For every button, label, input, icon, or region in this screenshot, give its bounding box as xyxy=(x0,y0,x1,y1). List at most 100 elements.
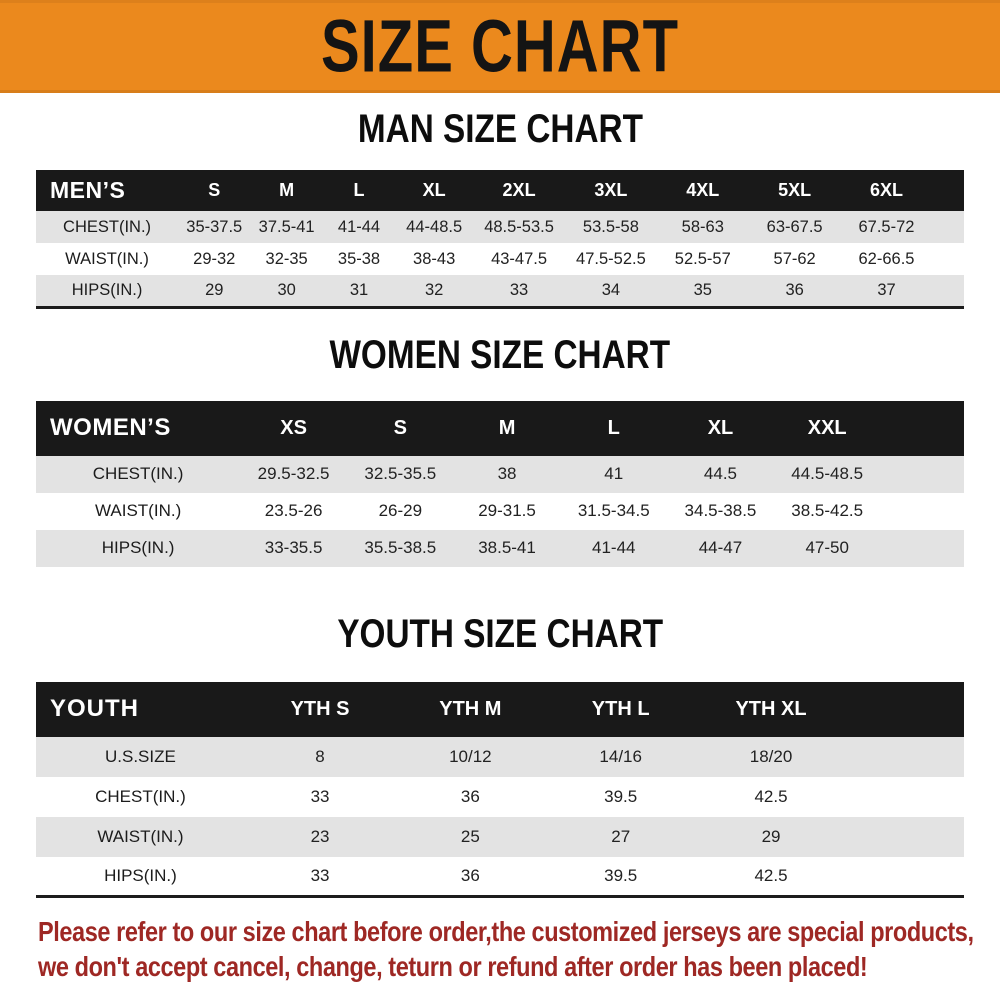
measurement-value: 38 xyxy=(497,464,517,483)
measurement-value: 41-44 xyxy=(592,538,636,557)
spacer-cell xyxy=(881,401,964,456)
measurement-value: 37 xyxy=(877,280,896,299)
measurement-value: 35-38 xyxy=(337,249,381,268)
spacer-cell xyxy=(846,737,964,777)
size-column-header: S xyxy=(393,416,407,439)
youth-size-section: YOUTH SIZE CHART YOUTH YTH S YTH M YTH L YTH… xyxy=(0,611,1000,898)
youth-size-title-text: YOUTH SIZE CHART xyxy=(337,610,663,656)
measurement-value: 38.5-42.5 xyxy=(791,501,864,520)
measurement-value: 36 xyxy=(785,280,804,299)
measurement-value: 10/12 xyxy=(449,746,492,766)
measurement-label: WAIST(IN.) xyxy=(65,249,149,268)
measurement-value: 18/20 xyxy=(749,746,793,766)
measurement-value: 29 xyxy=(205,280,224,299)
measurement-value: 33-35.5 xyxy=(264,538,323,557)
spacer-cell xyxy=(846,817,964,857)
measurement-value: 63-67.5 xyxy=(766,217,823,236)
spacer-cell xyxy=(846,682,964,737)
measurement-value: 44.5 xyxy=(703,464,738,483)
measurement-value: 33 xyxy=(310,865,330,885)
size-column-header: 3XL xyxy=(594,180,628,200)
measurement-value: 34.5-38.5 xyxy=(684,501,757,520)
measurement-value: 29-32 xyxy=(193,249,236,268)
size-header-row: WOMEN’S XS S M L XL XXL xyxy=(36,400,964,456)
measurement-value: 29 xyxy=(761,826,781,846)
note-line-1: Please refer to our size chart before or… xyxy=(38,916,974,947)
women-size-title: WOMEN SIZE CHART xyxy=(0,332,1000,377)
measurement-label: WAIST(IN.) xyxy=(97,826,184,846)
measurement-value: 41-44 xyxy=(337,217,381,236)
measurement-value: 53.5-58 xyxy=(582,217,639,236)
measurement-value: 57-62 xyxy=(773,249,816,268)
measurement-value: 31 xyxy=(349,280,369,299)
measurement-value: 67.5-72 xyxy=(858,217,915,236)
measurement-value: 29-31.5 xyxy=(478,501,536,520)
spacer-cell xyxy=(881,456,964,493)
measurement-row: CHEST(IN.) 29.5-32.5 32.5-35.5 38 41 44.5 44.5… xyxy=(36,455,964,493)
women-size-title-text: WOMEN SIZE CHART xyxy=(329,331,671,377)
women-size-section: WOMEN SIZE CHART WOMEN’S XS S M L XL XXL CHEST(… xyxy=(0,332,1000,567)
measurement-label: HIPS(IN.) xyxy=(104,865,177,885)
measurement-value: 42.5 xyxy=(754,786,788,806)
man-size-title-text: MAN SIZE CHART xyxy=(357,106,643,152)
measurement-row: HIPS(IN.) 29 30 31 32 33 34 35 36 37 xyxy=(36,275,964,307)
size-header-row: YOUTH YTH S YTH M YTH L YTH XL xyxy=(36,681,964,737)
measurement-value: 38-43 xyxy=(413,249,456,268)
measurement-value: 35.5-38.5 xyxy=(364,538,437,557)
size-column-header: YTH L xyxy=(591,697,650,720)
measurement-value: 41 xyxy=(604,464,624,483)
youth-size-table: YOUTH YTH S YTH M YTH L YTH XL U.S.SIZE 8 10/12… xyxy=(36,681,964,898)
measurement-value: 34 xyxy=(601,280,621,299)
order-note: Please refer to our size chart before or… xyxy=(38,914,1000,984)
spacer-cell xyxy=(881,493,964,530)
size-column-header: XL xyxy=(422,180,446,200)
man-size-table: MEN’S S M L XL 2XL 3XL 4XL 5XL 6XL CHEST(IN.) 35-37… xyxy=(36,170,964,309)
size-column-header: M xyxy=(498,416,516,439)
measurement-label: CHEST(IN.) xyxy=(92,464,184,483)
spacer-cell xyxy=(932,243,964,275)
size-chart-banner: SIZE CHART xyxy=(0,0,1000,93)
measurement-value: 29.5-32.5 xyxy=(257,464,330,483)
size-column-header: YTH S xyxy=(290,697,350,720)
measurement-label: U.S.SIZE xyxy=(105,746,176,766)
spacer-cell xyxy=(881,530,964,567)
measurement-value: 32-35 xyxy=(265,249,308,268)
measurement-value: 48.5-53.5 xyxy=(484,217,554,236)
measurement-value: 30 xyxy=(277,280,296,299)
measurement-value: 43-47.5 xyxy=(491,249,548,268)
measurement-value: 23 xyxy=(310,826,330,846)
measurement-value: 44-47 xyxy=(698,538,743,557)
table-group-label: YOUTH xyxy=(50,695,139,722)
measurement-value: 35-37.5 xyxy=(186,217,243,236)
size-column-header: 5XL xyxy=(778,180,812,200)
measurement-value: 14/16 xyxy=(599,746,642,766)
measurement-value: 44.5-48.5 xyxy=(791,464,864,483)
measurement-value: 47-50 xyxy=(805,538,849,557)
measurement-value: 36 xyxy=(460,786,480,806)
page-title: SIZE CHART xyxy=(321,4,679,89)
measurement-label: HIPS(IN.) xyxy=(71,280,143,299)
size-column-header: M xyxy=(279,180,295,200)
spacer-cell xyxy=(932,211,964,243)
measurement-value: 38.5-41 xyxy=(478,538,536,557)
measurement-value: 35 xyxy=(693,280,712,299)
size-column-header: L xyxy=(353,180,365,200)
size-column-header: YTH XL xyxy=(735,697,807,720)
measurement-row: WAIST(IN.) 29-32 32-35 35-38 38-43 43-47.5 47.… xyxy=(36,243,964,275)
size-column-header: XS xyxy=(280,416,307,439)
measurement-value: 44-48.5 xyxy=(406,217,463,236)
measurement-row: HIPS(IN.) 33-35.5 35.5-38.5 38.5-41 41-44 44-… xyxy=(36,529,964,567)
spacer-cell xyxy=(846,857,964,897)
measurement-label: CHEST(IN.) xyxy=(63,217,152,236)
man-size-section: MAN SIZE CHART MEN’S S M L XL 2XL 3XL 4XL 5XL 6XL… xyxy=(0,106,1000,309)
measurement-value: 39.5 xyxy=(604,865,638,885)
measurement-value: 62-66.5 xyxy=(858,249,915,268)
size-column-header: S xyxy=(208,180,221,200)
measurement-label: WAIST(IN.) xyxy=(94,501,182,520)
women-size-table: WOMEN’S XS S M L XL XXL CHEST(IN.) 29.5-32.5 32.5… xyxy=(36,400,964,567)
spacer-cell xyxy=(846,777,964,817)
measurement-value: 39.5 xyxy=(604,786,638,806)
measurement-value: 26-29 xyxy=(378,501,423,520)
size-header-row: MEN’S S M L XL 2XL 3XL 4XL 5XL 6XL xyxy=(36,170,964,211)
